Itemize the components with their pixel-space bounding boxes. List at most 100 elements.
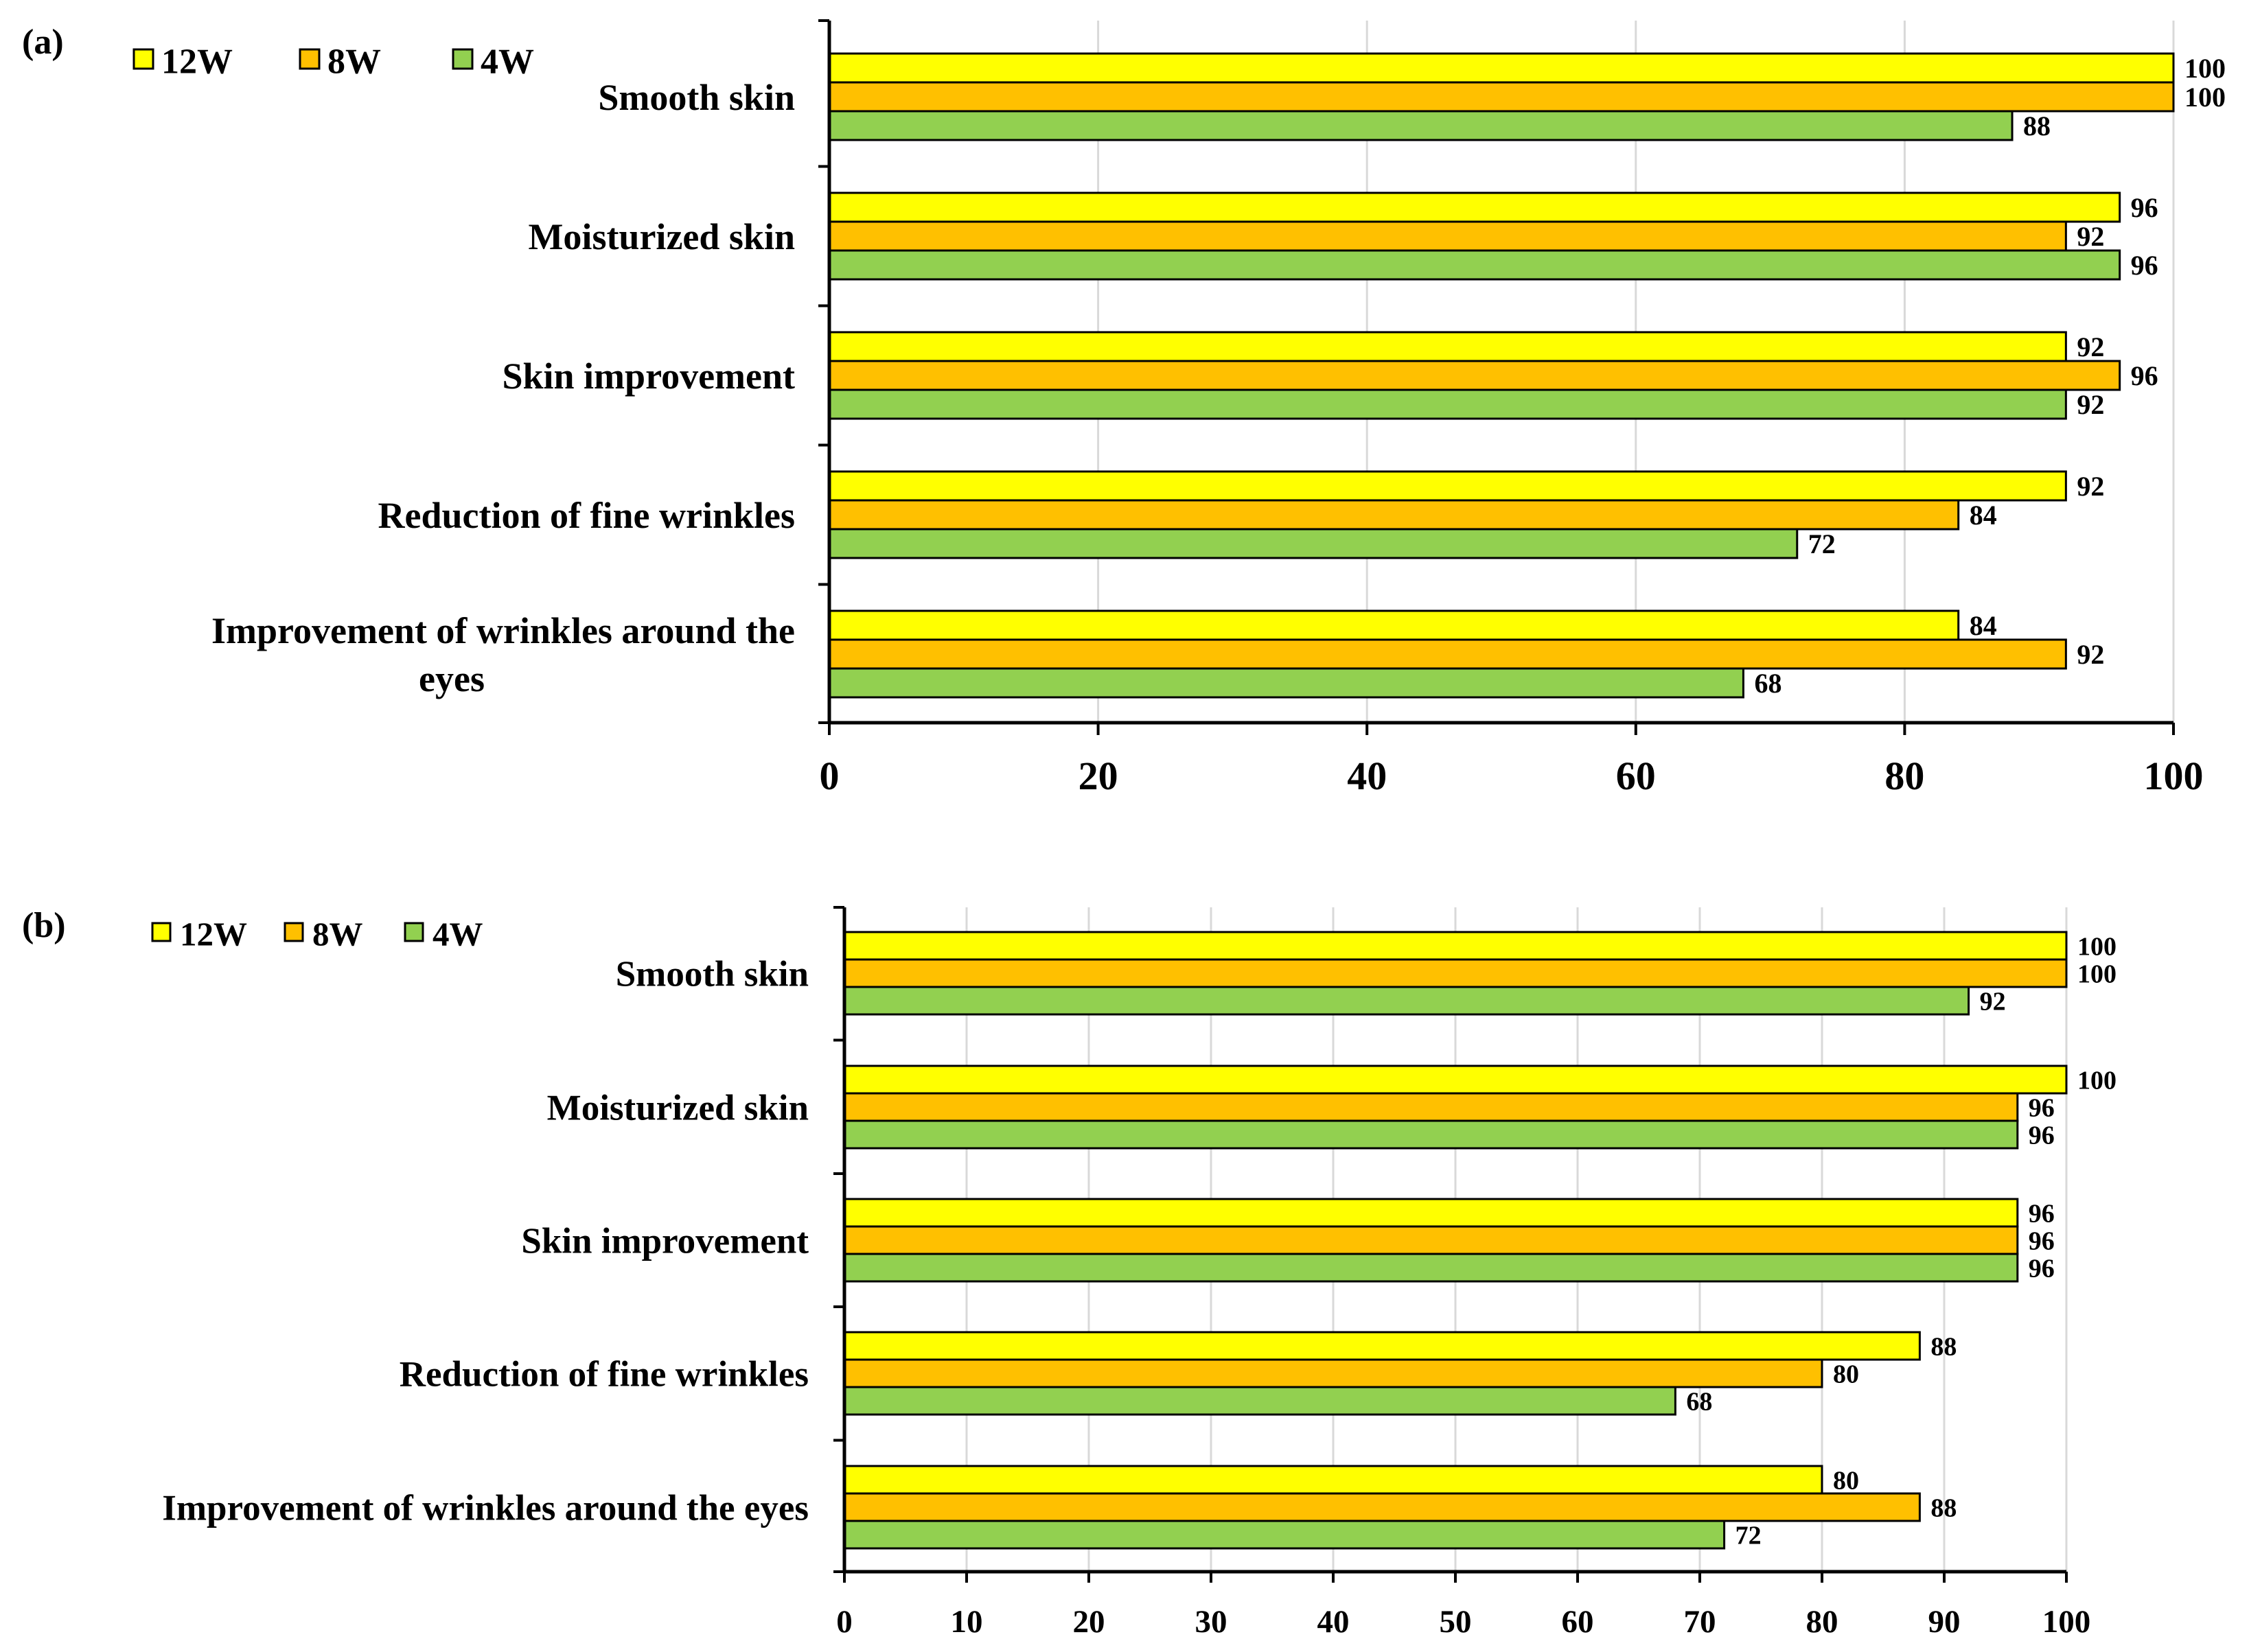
data-label: 96 [2029,1254,2055,1283]
category-label: Improvement of wrinkles around the [211,610,795,651]
bar [843,1520,1726,1550]
x-tick-label: 30 [1195,1604,1227,1640]
bar [828,609,1960,641]
bar [828,638,2067,670]
data-label: 84 [1970,500,1997,531]
x-tick-label: 80 [1806,1604,1838,1640]
x-tick-label: 20 [1073,1604,1105,1640]
category-label: Moisturized skin [528,216,795,257]
legend-swatch [132,48,154,70]
category-label: Skin improvement [502,356,795,397]
bar [843,1465,1823,1495]
data-label: 84 [1970,610,1997,641]
data-label: 92 [1980,987,2006,1016]
x-tick-label: 60 [1562,1604,1594,1640]
legend-label: 4W [432,916,483,953]
data-label: 100 [2077,959,2117,988]
x-tick-label: 10 [951,1604,983,1640]
data-label: 96 [2029,1093,2055,1122]
bar [828,220,2067,252]
data-label: 96 [2131,192,2158,223]
data-label: 92 [2077,331,2104,362]
legend-label: 12W [180,916,247,953]
category-label: Reduction of fine wrinkles [400,1355,809,1395]
data-label: 96 [2029,1121,2055,1150]
bar [828,110,2014,141]
legend-label: 8W [327,43,381,82]
bar [843,1119,2019,1150]
panel-label: (b) [22,906,66,945]
data-label: 100 [2184,53,2226,84]
data-label: 80 [1833,1466,1859,1495]
category-label: Reduction of fine wrinkles [378,495,796,536]
bar [843,1492,1921,1522]
data-label: 92 [2077,639,2104,670]
bar [843,958,2068,988]
category-label: Moisturized skin [547,1089,809,1128]
category-label: Skin improvement [521,1222,809,1261]
data-label: 92 [2077,389,2104,420]
data-label: 92 [2077,221,2104,252]
bar [843,1253,2019,1283]
panel-label: (a) [22,23,64,62]
legend-swatch [299,48,321,70]
data-label: 72 [1808,528,1836,559]
bar [828,667,1744,699]
legend-label: 8W [312,916,363,953]
legend-swatch [452,48,474,70]
x-tick-label: 60 [1616,754,1656,798]
bar [843,1198,2019,1228]
legend-swatch [151,922,172,942]
bar [828,52,2175,84]
category-label: Smooth skin [616,955,809,994]
data-label: 100 [2077,932,2117,961]
legend-swatch [404,922,424,942]
bar [828,360,2121,391]
data-label: 68 [1686,1387,1712,1416]
data-label: 100 [2184,82,2226,113]
bar [843,1225,2019,1255]
x-tick-label: 100 [2042,1604,2091,1640]
data-label: 72 [1735,1521,1762,1550]
x-tick-label: 50 [1440,1604,1472,1640]
x-tick-label: 80 [1884,754,1924,798]
bar [843,1386,1676,1416]
x-tick-label: 70 [1684,1604,1716,1640]
data-label: 96 [2029,1199,2055,1228]
bar [828,388,2067,420]
bar [843,931,2068,961]
category-label: Improvement of wrinkles around the eyes [162,1489,809,1528]
bar [828,249,2121,281]
bar [843,1092,2019,1122]
data-label: 88 [1930,1493,1957,1522]
bar [843,986,1970,1016]
x-tick-label: 40 [1347,754,1387,798]
x-tick-label: 0 [836,1604,853,1640]
legend-label: 12W [161,43,233,82]
x-tick-label: 20 [1079,754,1118,798]
x-tick-label: 100 [2144,754,2204,798]
category-label: eyes [419,658,485,699]
data-label: 96 [2131,250,2158,281]
bar [828,331,2067,362]
bar [828,191,2121,223]
data-label: 96 [2029,1226,2055,1255]
bar [843,1358,1823,1388]
bar [828,528,1799,559]
x-tick-label: 90 [1928,1604,1961,1640]
bar [828,81,2175,113]
data-label: 88 [1930,1332,1957,1361]
category-label: Smooth skin [598,77,795,118]
x-tick-label: 0 [820,754,840,798]
bar [843,1331,1921,1361]
data-label: 96 [2131,360,2158,391]
x-tick-label: 40 [1317,1604,1350,1640]
data-label: 100 [2077,1066,2117,1095]
data-label: 68 [1754,668,1781,699]
bar [828,470,2067,502]
bar [843,1065,2068,1095]
data-label: 80 [1833,1360,1859,1388]
